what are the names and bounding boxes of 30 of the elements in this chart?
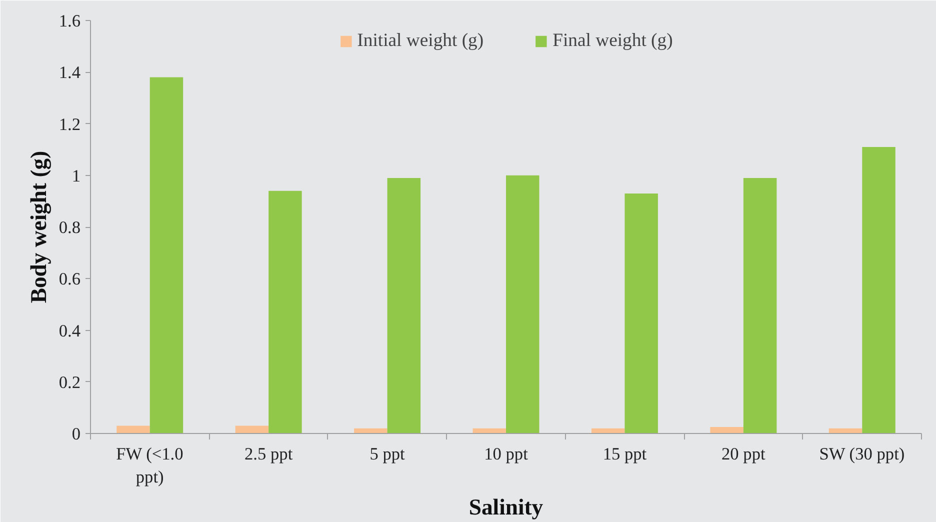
bar [268,190,302,434]
legend-label: Final weight (g) [552,30,673,52]
x-tick-label: FW (<1.0 ppt) [116,444,184,486]
y-tick-label: 0.6 [58,270,81,289]
x-tick-label: 10 ppt [484,444,528,464]
bar [710,427,744,434]
bar [116,426,150,434]
bar [387,178,421,434]
y-tick-label: 1.6 [58,12,81,30]
bar [743,178,777,434]
y-tick-label: 1.4 [58,63,81,82]
y-tick-label: 1.2 [58,114,81,134]
bar [862,146,896,434]
bar [624,193,658,434]
y-axis-title: Body weight (g) [26,150,51,304]
bar [235,426,269,434]
bar [506,175,540,434]
x-axis-title: Salinity [468,494,544,520]
x-tick-label: 20 ppt [722,444,766,464]
x-tick-label: 2.5 ppt [244,444,293,464]
x-tick-label: 15 ppt [602,444,647,464]
bar [150,77,184,434]
y-tick-label: 0.2 [58,372,81,392]
y-tick-label: 0.8 [58,218,81,237]
x-tick-label: 5 ppt [370,444,406,464]
legend-label: Initial weight (g) [357,30,484,52]
y-tick-label: 0.4 [58,321,81,340]
x-tick-label: SW (30 ppt) [819,444,905,464]
y-tick-label: 1 [72,166,81,186]
y-tick-label: 0 [72,424,81,444]
